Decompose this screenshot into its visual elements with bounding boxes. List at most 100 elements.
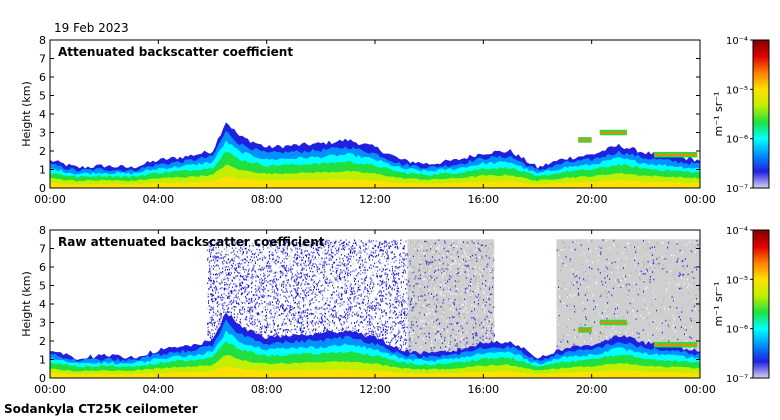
noise-pixel — [218, 249, 220, 252]
noise-pixel — [303, 250, 305, 253]
noise-pixel — [323, 267, 325, 269]
noise-pixel — [332, 291, 334, 293]
noise-pixel — [237, 241, 239, 244]
noise-pixel — [358, 329, 360, 331]
noise-pixel — [228, 266, 230, 268]
noise-pixel — [372, 309, 374, 312]
noise-pixel — [328, 254, 330, 256]
noise-pixel — [289, 269, 291, 272]
noise-pixel — [217, 301, 219, 303]
noise-pixel — [259, 257, 261, 260]
noise-pixel — [256, 243, 258, 246]
noise-pixel — [332, 245, 334, 248]
noise-pixel — [279, 270, 281, 273]
noise-pixel — [320, 285, 322, 287]
noise-pixel — [396, 298, 398, 300]
noise-pixel — [401, 275, 403, 277]
noise-pixel — [382, 315, 384, 317]
noise-pixel — [255, 298, 256, 300]
noise-pixel — [369, 254, 371, 256]
noise-pixel — [281, 303, 283, 305]
noise-pixel — [209, 274, 211, 276]
noise-pixel — [381, 267, 383, 270]
noise-pixel — [213, 287, 215, 289]
noise-pixel — [256, 274, 258, 276]
noise-pixel — [273, 333, 275, 336]
noise-pixel — [315, 256, 316, 258]
noise-pixel — [285, 308, 287, 311]
noise-pixel — [333, 275, 335, 277]
noise-pixel — [295, 252, 297, 255]
noise-pixel — [295, 328, 297, 331]
noise-pixel — [329, 308, 331, 311]
noise-pixel — [259, 297, 261, 299]
noise-pixel — [396, 307, 398, 309]
noise-pixel — [298, 302, 300, 304]
noise-pixel — [339, 298, 341, 300]
noise-pixel — [300, 325, 302, 327]
noise-pixel — [350, 293, 352, 296]
noise-pixel — [320, 312, 322, 315]
noise-pixel — [257, 301, 258, 304]
noise-pixel — [311, 320, 313, 322]
noise-pixel — [253, 320, 255, 323]
noise-pixel — [349, 282, 351, 284]
noise-pixel — [358, 259, 360, 262]
noise-pixel — [271, 246, 272, 248]
noise-pixel — [286, 274, 288, 277]
noise-pixel — [238, 242, 240, 245]
noise-pixel — [365, 261, 367, 263]
noise-pixel — [250, 277, 252, 279]
noise-pixel — [340, 291, 342, 293]
noise-pixel — [221, 242, 223, 245]
noise-pixel — [246, 271, 248, 273]
noise-pixel — [330, 313, 332, 315]
noise-pixel — [330, 243, 332, 246]
noise-pixel — [284, 252, 286, 254]
noise-pixel — [329, 279, 331, 282]
noise-pixel — [258, 333, 260, 335]
noise-pixel — [248, 326, 250, 328]
noise-pixel — [370, 254, 372, 256]
noise-pixel — [318, 319, 320, 321]
noise-pixel — [260, 299, 262, 302]
noise-pixel — [340, 239, 342, 242]
noise-pixel — [381, 242, 383, 245]
noise-pixel — [362, 244, 364, 247]
noise-pixel — [298, 273, 300, 275]
noise-pixel — [223, 260, 225, 262]
noise-pixel — [286, 299, 288, 301]
noise-pixel — [367, 284, 368, 286]
noise-pixel — [249, 312, 251, 314]
noise-pixel — [356, 311, 358, 313]
noise-pixel — [339, 261, 341, 264]
noise-pixel — [388, 281, 390, 283]
noise-pixel — [349, 285, 351, 288]
noise-pixel — [215, 264, 217, 267]
noise-pixel — [311, 292, 313, 295]
noise-pixel — [371, 304, 373, 307]
noise-pixel — [387, 273, 389, 276]
noise-pixel — [243, 258, 245, 260]
noise-pixel — [291, 268, 293, 270]
noise-pixel — [217, 320, 219, 322]
noise-pixel — [322, 272, 324, 275]
noise-pixel — [285, 257, 287, 260]
noise-pixel — [310, 251, 312, 253]
noise-pixel — [311, 328, 312, 331]
noise-pixel — [308, 287, 310, 289]
noise-pixel — [348, 257, 350, 260]
noise-pixel — [296, 270, 298, 273]
noise-pixel — [216, 314, 218, 317]
noise-pixel — [378, 317, 380, 319]
noise-pixel — [261, 285, 263, 287]
noise-pixel — [212, 248, 214, 251]
noise-pixel — [308, 253, 310, 255]
noise-pixel — [224, 276, 226, 278]
noise-pixel — [378, 253, 380, 256]
noise-pixel — [374, 251, 376, 254]
noise-pixel — [299, 248, 301, 250]
noise-pixel — [404, 257, 406, 259]
noise-pixel — [228, 314, 230, 316]
noise-pixel — [265, 292, 267, 294]
